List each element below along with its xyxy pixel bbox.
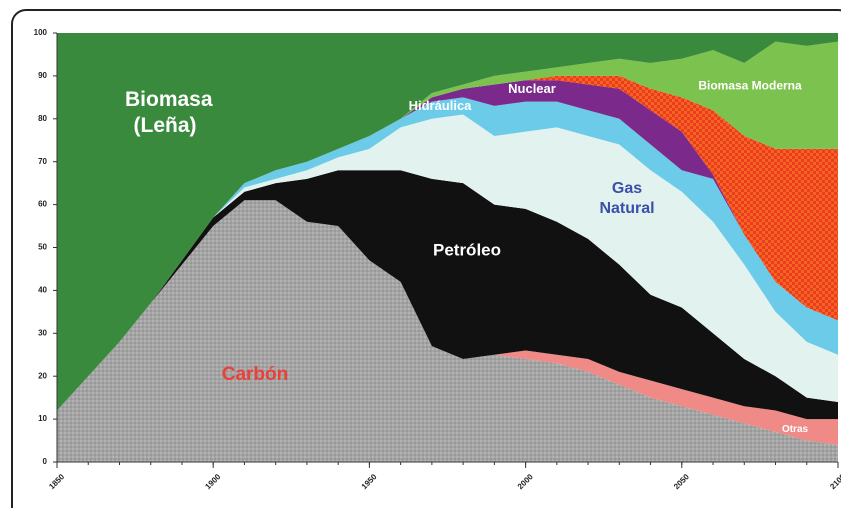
series-label: Petróleo: [432, 240, 502, 260]
area: [57, 41, 838, 411]
series-label: Gas Natural: [599, 180, 655, 217]
area-texture: [57, 200, 838, 462]
y-tick-label: 50: [38, 243, 47, 252]
y-tick-label: 30: [38, 328, 47, 337]
y-tick-label: 10: [38, 414, 47, 423]
y-tick-label: 80: [38, 114, 47, 123]
area: [57, 170, 838, 420]
y-tick-label: 100: [34, 28, 48, 37]
series-label: Biomasa Moderna: [698, 78, 802, 93]
x-tick-label: 2050: [672, 472, 691, 491]
x-tick-label: 2100: [828, 472, 841, 491]
x-tick-label: 1900: [203, 472, 222, 491]
x-tick-label: 2000: [516, 472, 535, 491]
y-tick-label: 40: [38, 286, 47, 295]
series-label: Nuclear: [508, 80, 556, 96]
x-tick-label: 1850: [47, 472, 66, 491]
y-tick-label: 20: [38, 371, 47, 380]
series-label: Hidráulica: [408, 97, 472, 113]
area: [57, 114, 838, 411]
area: [57, 200, 838, 445]
frame: [11, 9, 841, 508]
series-label: Carbón: [221, 364, 289, 386]
x-tick-label: 1950: [360, 472, 379, 491]
y-tick-label: 0: [43, 457, 48, 466]
y-tick-label: 60: [38, 200, 47, 209]
y-tick-label: 70: [38, 157, 47, 166]
series-label: Otras: [781, 423, 809, 435]
y-tick-label: 90: [38, 71, 47, 80]
series-label: Biomasa (Leña): [125, 87, 213, 137]
area: [57, 33, 838, 411]
